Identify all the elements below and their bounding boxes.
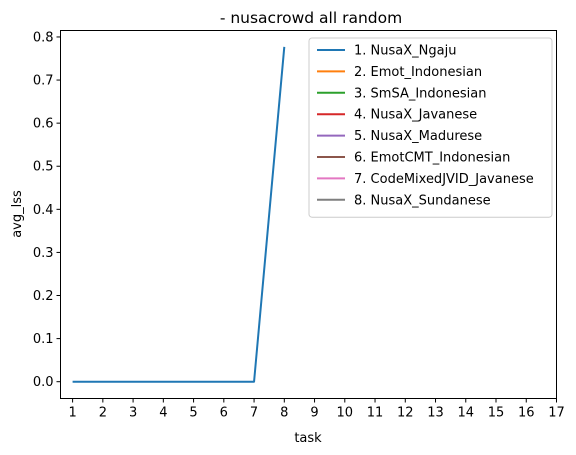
legend-box bbox=[308, 37, 553, 218]
x-tick-label: 17 bbox=[548, 406, 565, 421]
y-tick-label: 0.4 bbox=[33, 203, 54, 218]
plot-frame bbox=[60, 30, 557, 399]
x-tick-label: 16 bbox=[518, 406, 535, 421]
x-tick-label: 1 bbox=[68, 406, 76, 421]
legend-label: 4. NusaX_Javanese bbox=[354, 108, 477, 123]
x-tick-label: 10 bbox=[337, 406, 354, 421]
x-tick-label: 12 bbox=[397, 406, 414, 421]
y-tick-label: 0.3 bbox=[33, 246, 54, 261]
x-axis-title: task bbox=[294, 431, 322, 446]
y-tick-label: 0.5 bbox=[33, 160, 54, 175]
plot-area bbox=[72, 46, 286, 383]
y-tick-label: 0.2 bbox=[33, 289, 54, 304]
chart-title: - nusacrowd all random bbox=[220, 9, 402, 27]
x-tick-label: 13 bbox=[427, 406, 444, 421]
legend-label: 5. NusaX_Madurese bbox=[354, 129, 482, 144]
series-line-1 bbox=[72, 46, 286, 383]
y-axis-title: avg_lss bbox=[10, 190, 25, 238]
legend-label: 7. CodeMixedJVID_Javanese bbox=[354, 172, 534, 187]
legend-label: 6. EmotCMT_Indonesian bbox=[354, 151, 510, 166]
legend-label: 2. Emot_Indonesian bbox=[354, 65, 482, 80]
legend-label: 8. NusaX_Sundanese bbox=[354, 193, 491, 208]
x-tick-label: 9 bbox=[310, 406, 318, 421]
legend-label: 1. NusaX_Ngaju bbox=[354, 44, 456, 59]
y-tick-label: 0.7 bbox=[33, 74, 54, 89]
x-tick-label: 4 bbox=[159, 406, 167, 421]
x-tick-label: 15 bbox=[488, 406, 505, 421]
x-tick-label: 14 bbox=[457, 406, 474, 421]
x-tick-label: 7 bbox=[250, 406, 258, 421]
x-tick-label: 8 bbox=[280, 406, 288, 421]
x-tick-label: 6 bbox=[220, 406, 228, 421]
legend-label: 3. SmSA_Indonesian bbox=[354, 86, 486, 101]
x-tick-label: 11 bbox=[367, 406, 384, 421]
y-tick-label: 0.1 bbox=[33, 332, 54, 347]
x-tick-label: 5 bbox=[189, 406, 197, 421]
y-axis: 0.0 0.1 0.2 0.3 0.4 0.5 0.6 0.7 0.8 bbox=[33, 30, 61, 390]
y-tick-label: 0.0 bbox=[33, 375, 54, 390]
x-axis: 1 2 3 4 5 6 7 8 9 10 11 12 13 14 15 16 17 bbox=[68, 398, 565, 421]
y-tick-label: 0.8 bbox=[33, 30, 54, 45]
legend: 1. NusaX_Ngaju 2. Emot_Indonesian 3. SmSA_… bbox=[308, 37, 553, 218]
y-tick-label: 0.6 bbox=[33, 117, 54, 132]
x-tick-label: 2 bbox=[99, 406, 107, 421]
x-tick-label: 3 bbox=[129, 406, 137, 421]
